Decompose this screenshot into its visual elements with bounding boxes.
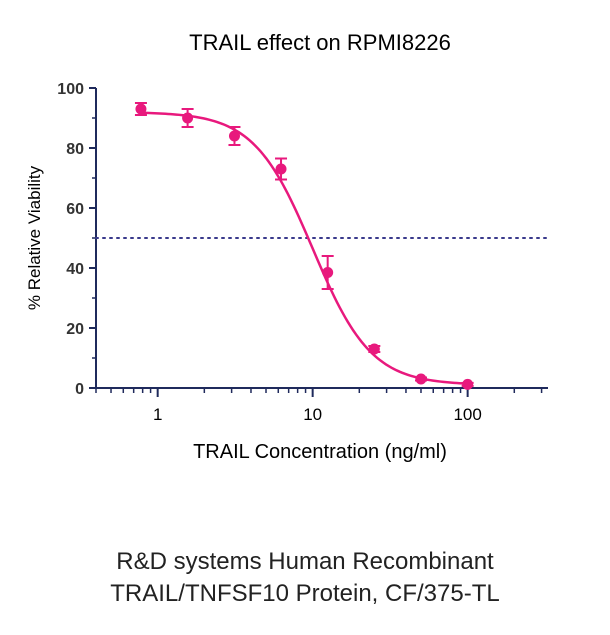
data-point bbox=[182, 112, 194, 124]
caption-line-1: R&D systems Human Recombinant bbox=[116, 548, 494, 575]
caption-line-2: TRAIL/TNFSF10 Protein, CF/375-TL bbox=[110, 580, 500, 607]
data-point bbox=[462, 378, 474, 390]
axes: 0 20 40 60 80 100 1 10 100 bbox=[57, 81, 548, 424]
y-tick-label: 20 bbox=[66, 321, 84, 338]
dose-response-chart: TRAIL effect on RPMI8226 % Relative Viab… bbox=[25, 30, 549, 463]
y-tick-label: 60 bbox=[66, 201, 84, 218]
data-points-group bbox=[134, 102, 474, 390]
data-point bbox=[415, 373, 427, 385]
x-axis-label: TRAIL Concentration (ng/ml) bbox=[193, 441, 447, 463]
y-tick-label: 100 bbox=[57, 81, 84, 98]
y-tick-label: 80 bbox=[66, 141, 84, 158]
data-point bbox=[322, 267, 334, 278]
data-point bbox=[135, 103, 147, 115]
fit-curve bbox=[140, 111, 468, 385]
x-tick-label: 10 bbox=[303, 405, 322, 424]
y-tick-label: 40 bbox=[66, 261, 84, 278]
x-tick-label: 100 bbox=[453, 405, 481, 424]
chart-title: TRAIL effect on RPMI8226 bbox=[189, 30, 451, 55]
y-tick-label: 0 bbox=[75, 381, 84, 398]
fit-curve-group bbox=[140, 111, 468, 385]
data-point bbox=[228, 130, 240, 142]
data-point bbox=[275, 163, 287, 175]
data-point bbox=[368, 343, 380, 355]
y-axis-label: % Relative Viability bbox=[25, 165, 44, 310]
x-tick-label: 1 bbox=[153, 405, 162, 424]
